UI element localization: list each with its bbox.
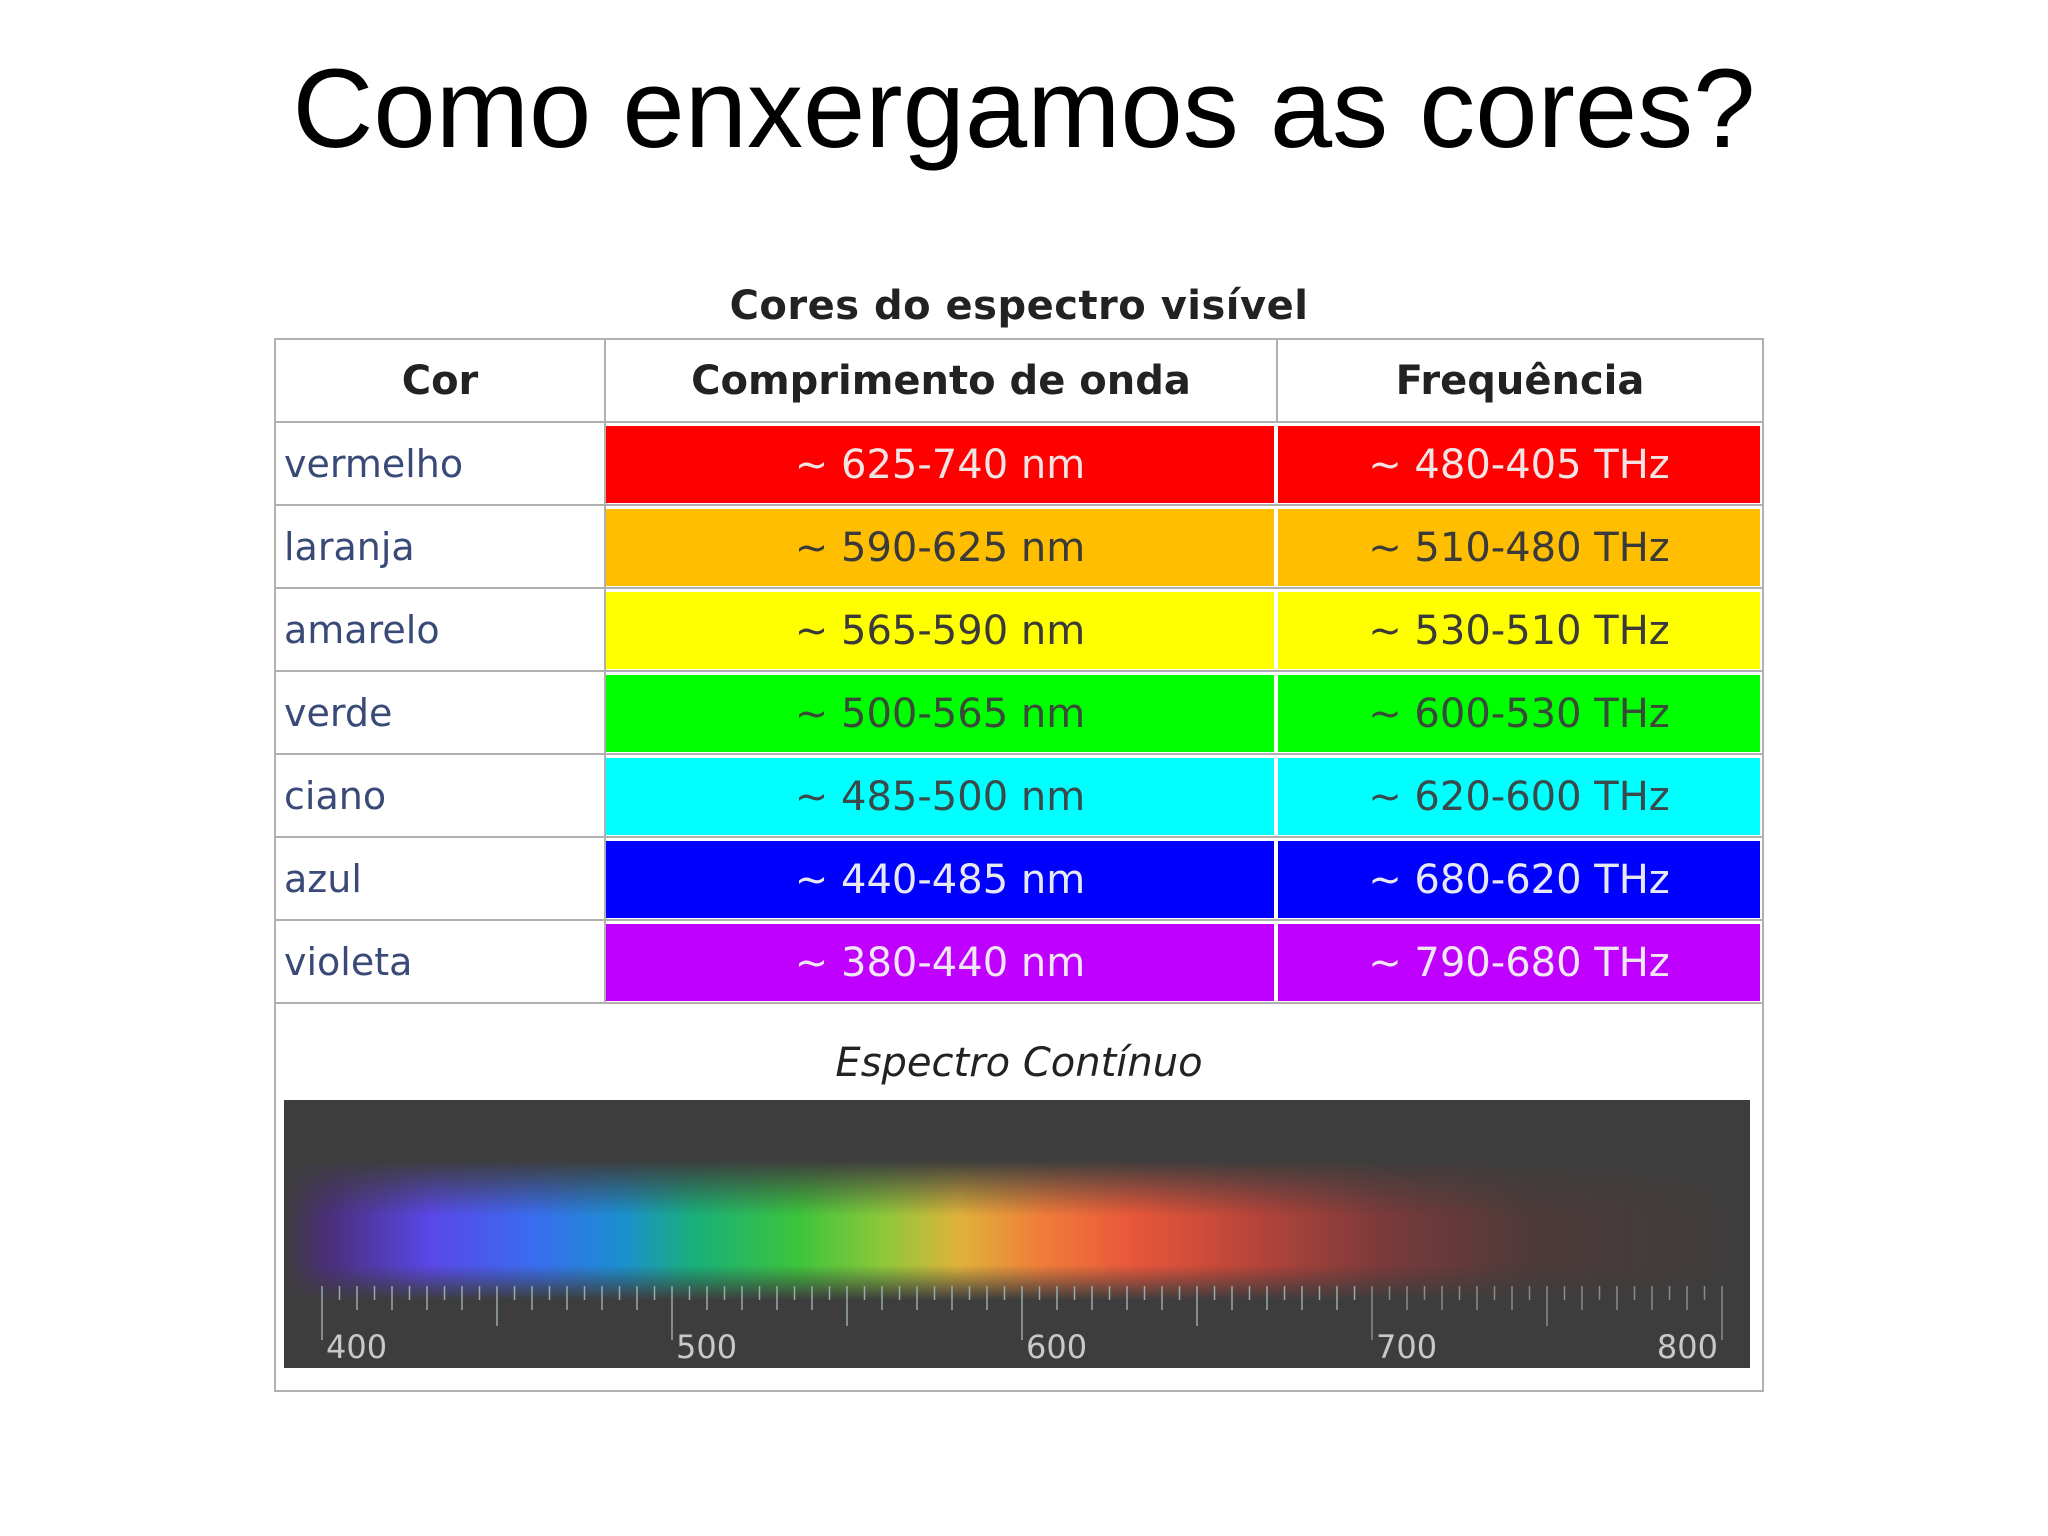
wavelength-cell: ~ 625-740 nm <box>606 426 1274 503</box>
color-name: verde <box>276 672 606 753</box>
header-color: Cor <box>276 340 606 421</box>
wavelength-cell: ~ 440-485 nm <box>606 841 1274 918</box>
table-row: laranja ~ 590-625 nm ~ 510-480 THz <box>276 506 1762 589</box>
wavelength-cell: ~ 500-565 nm <box>606 675 1274 752</box>
spectrum-svg: 400 500 600 700 800 <box>284 1100 1750 1368</box>
color-name: azul <box>276 838 606 919</box>
color-name: ciano <box>276 755 606 836</box>
frequency-cell: ~ 480-405 THz <box>1278 426 1760 503</box>
table-row: amarelo ~ 565-590 nm ~ 530-510 THz <box>276 589 1762 672</box>
frequency-cell: ~ 680-620 THz <box>1278 841 1760 918</box>
table-row: ciano ~ 485-500 nm ~ 620-600 THz <box>276 755 1762 838</box>
wavelength-cell: ~ 590-625 nm <box>606 509 1274 586</box>
frequency-cell: ~ 790-680 THz <box>1278 924 1760 1001</box>
table-caption: Cores do espectro visível <box>729 283 1309 329</box>
spectrum-ticks <box>321 1286 1723 1340</box>
color-name: amarelo <box>276 589 606 670</box>
spectrum-tick-label: 400 <box>326 1328 387 1366</box>
wavelength-cell: ~ 380-440 nm <box>606 924 1274 1001</box>
color-name: vermelho <box>276 423 606 504</box>
color-name: violeta <box>276 921 606 1002</box>
spectrum-axis-labels: 400 500 600 700 800 <box>326 1328 1718 1366</box>
header-frequency: Frequência <box>1395 357 1645 404</box>
header-wavelength: Comprimento de onda <box>606 340 1278 421</box>
frequency-cell: ~ 530-510 THz <box>1278 592 1760 669</box>
wavelength-cell: ~ 485-500 nm <box>606 758 1274 835</box>
spectrum-tick-label: 700 <box>1376 1328 1437 1366</box>
spectrum-tick-label: 600 <box>1026 1328 1087 1366</box>
continuous-spectrum-section: Espectro Contínuo <box>276 1004 1762 1390</box>
visible-spectrum-table: Cor Comprimento de onda Frequência verme… <box>274 338 1764 1392</box>
spectrum-label: Espectro Contínuo <box>835 1040 1203 1086</box>
frequency-cell: ~ 510-480 THz <box>1278 509 1760 586</box>
spectrum-tick-label: 800 <box>1657 1328 1718 1366</box>
continuous-spectrum-image: 400 500 600 700 800 <box>284 1100 1750 1368</box>
table-header-row: Cor Comprimento de onda Frequência <box>276 340 1762 423</box>
table-row: vermelho ~ 625-740 nm ~ 480-405 THz <box>276 423 1762 506</box>
table-row: verde ~ 500-565 nm ~ 600-530 THz <box>276 672 1762 755</box>
spectrum-table-container: Cores do espectro visível Cor Compriment… <box>274 276 1764 1392</box>
table-row: azul ~ 440-485 nm ~ 680-620 THz <box>276 838 1762 921</box>
wavelength-cell: ~ 565-590 nm <box>606 592 1274 669</box>
table-body: vermelho ~ 625-740 nm ~ 480-405 THz laranja… <box>276 423 1762 1004</box>
frequency-cell: ~ 600-530 THz <box>1278 675 1760 752</box>
spectrum-tick-label: 500 <box>676 1328 737 1366</box>
table-row: violeta ~ 380-440 nm ~ 790-680 THz <box>276 921 1762 1004</box>
color-name: laranja <box>276 506 606 587</box>
frequency-cell: ~ 620-600 THz <box>1278 758 1760 835</box>
slide-title: Como enxergamos as cores? <box>292 46 1756 171</box>
